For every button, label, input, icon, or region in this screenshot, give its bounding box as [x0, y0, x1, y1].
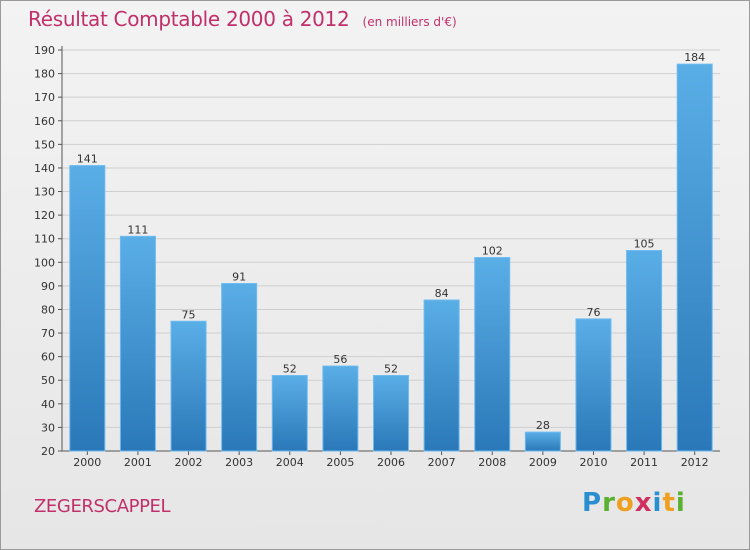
- x-tick-label: 2000: [73, 456, 101, 469]
- bar-2003: [221, 283, 258, 452]
- y-tick-label: 90: [41, 280, 55, 293]
- value-label: 105: [634, 238, 655, 251]
- value-label: 28: [536, 419, 550, 432]
- y-tick-label: 50: [41, 374, 55, 387]
- y-tick-label: 130: [34, 186, 55, 199]
- x-tick-labels: 2000 2001 2002 2003 2004 2005 2006 2007 2008 2009…: [73, 456, 708, 469]
- y-tick-label: 150: [34, 138, 55, 151]
- value-label: 56: [333, 353, 347, 366]
- x-tick-label: 2003: [225, 456, 253, 469]
- x-tick-label: 2011: [630, 456, 658, 469]
- bar-2007: [423, 299, 460, 452]
- x-tick-label: 2008: [478, 456, 506, 469]
- x-tick-label: 2012: [681, 456, 709, 469]
- value-label: 52: [283, 363, 297, 376]
- chart-subtitle: (en milliers d'€): [362, 15, 457, 29]
- x-tick-label: 2007: [428, 456, 456, 469]
- bars: [69, 63, 713, 452]
- y-tick-label: 170: [34, 91, 55, 104]
- bar-2001: [119, 235, 156, 452]
- title-row: Résultat Comptable 2000 à 2012 (en milli…: [28, 7, 457, 31]
- y-tick-label: 70: [41, 327, 55, 340]
- chart-title: Résultat Comptable 2000 à 2012: [28, 7, 350, 31]
- y-tick-label: 20: [41, 445, 55, 458]
- bar-2004: [271, 375, 308, 452]
- x-tick-label: 2010: [579, 456, 607, 469]
- y-tick-labels: 20 30 40 50 60 70 80 90 100 110 120 130 140 150 160 170…: [34, 44, 55, 458]
- proxiti-logo: Proxiti: [582, 488, 686, 518]
- bar-2008: [474, 257, 511, 452]
- y-tick-label: 180: [34, 68, 55, 81]
- x-tick-label: 2006: [377, 456, 405, 469]
- value-label: 76: [586, 306, 600, 319]
- y-tick-label: 110: [34, 233, 55, 246]
- y-tick-label: 30: [41, 421, 55, 434]
- x-tick-label: 2001: [124, 456, 152, 469]
- value-label: 91: [232, 271, 246, 284]
- y-tick-label: 140: [34, 162, 55, 175]
- x-tick-label: 2004: [276, 456, 304, 469]
- value-label: 102: [482, 245, 503, 258]
- value-label: 111: [127, 223, 148, 236]
- value-label: 52: [384, 363, 398, 376]
- y-tick-label: 80: [41, 303, 55, 316]
- value-label: 75: [182, 308, 196, 321]
- y-tick-label: 100: [34, 256, 55, 269]
- bar-2002: [170, 320, 207, 452]
- y-tick-label: 60: [41, 351, 55, 364]
- y-tick-label: 120: [34, 209, 55, 222]
- x-tick-label: 2002: [175, 456, 203, 469]
- value-label: 141: [77, 153, 98, 166]
- bar-2010: [575, 318, 612, 452]
- value-label: 84: [435, 287, 449, 300]
- bar-2006: [373, 375, 409, 452]
- value-labels: 141 111 75 91 52 56 52 84 102 28 76 105 184: [77, 51, 705, 432]
- x-tick-label: 2005: [326, 456, 354, 469]
- x-tick-label: 2009: [529, 456, 557, 469]
- bar-2012: [676, 63, 713, 452]
- bar-2000: [69, 165, 106, 452]
- bar-2009: [524, 431, 561, 452]
- value-label: 184: [684, 51, 705, 64]
- bar-2011: [626, 250, 663, 452]
- bar-2005: [322, 365, 359, 452]
- y-tick-label: 40: [41, 398, 55, 411]
- y-tick-label: 160: [34, 115, 55, 128]
- commune-name: ZEGERSCAPPEL: [34, 496, 171, 517]
- y-tick-label: 190: [34, 44, 55, 57]
